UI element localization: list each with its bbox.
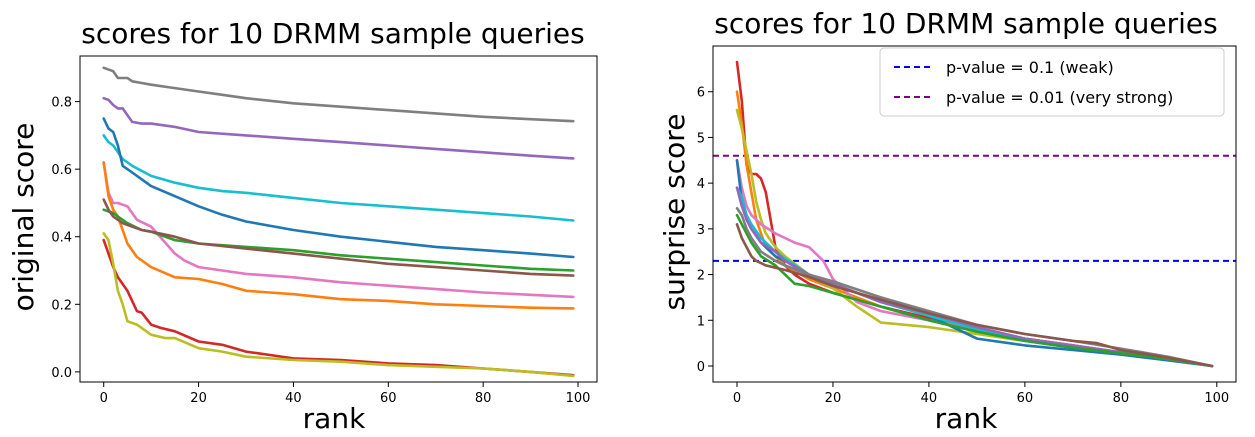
x-axis-label: rank xyxy=(303,402,366,435)
x-ticks: 0 20 40 60 80 100 xyxy=(733,382,1229,406)
x-tick-label: 80 xyxy=(475,391,492,406)
chart-title: scores for 10 DRMM sample queries xyxy=(714,7,1217,40)
series-line-4 xyxy=(735,159,1214,368)
legend-label-weak: p-value = 0.1 (weak) xyxy=(946,58,1114,77)
legend-label-very-strong: p-value = 0.01 (very strong) xyxy=(946,88,1173,107)
y-tick-label: 1 xyxy=(697,314,705,329)
series-line-9 xyxy=(102,208,575,272)
y-tick-label: 2 xyxy=(697,269,705,284)
x-tick-label: 0 xyxy=(733,391,741,406)
plot-frame xyxy=(712,45,1237,383)
series-line-1 xyxy=(102,66,575,123)
series-line-7 xyxy=(102,161,575,299)
x-tick-label: 60 xyxy=(1017,391,1034,406)
y-tick-label: 0.4 xyxy=(51,231,72,246)
series-line-5 xyxy=(735,159,1214,368)
y-tick-label: 0.6 xyxy=(51,163,72,178)
y-tick-label: 4 xyxy=(697,177,705,192)
x-axis-label: rank xyxy=(935,402,998,435)
plot-lines xyxy=(102,66,575,378)
y-tick-label: 0.0 xyxy=(51,366,72,381)
plot-frame xyxy=(79,55,598,383)
series-line-8 xyxy=(735,213,1214,368)
y-tick-label: 0.8 xyxy=(51,96,72,111)
original-score-chart: scores for 10 DRMM sample queries 0 20 40 6… xyxy=(7,17,598,435)
y-tick-label: 5 xyxy=(697,131,705,146)
y-ticks: 0.0 0.2 0.4 0.6 0.8 xyxy=(51,96,80,381)
y-tick-label: 0.2 xyxy=(51,298,72,313)
series-line-3 xyxy=(102,134,575,222)
x-tick-label: 80 xyxy=(1113,391,1130,406)
series-line-10 xyxy=(735,223,1214,368)
x-tick-label: 0 xyxy=(100,391,108,406)
x-tick-label: 40 xyxy=(285,391,302,406)
y-ticks: 0 1 2 3 4 5 6 xyxy=(697,86,713,375)
surprise-score-chart: scores for 10 DRMM sample queries 0 20 40 6… xyxy=(658,7,1237,435)
x-tick-label: 20 xyxy=(190,391,207,406)
y-tick-label: 0 xyxy=(697,360,705,375)
legend: p-value = 0.1 (weak) p-value = 0.01 (ver… xyxy=(879,47,1225,117)
y-axis-label: surprise score xyxy=(658,114,691,311)
threshold-lines xyxy=(713,154,1236,262)
legend-box xyxy=(879,47,1225,117)
x-tick-label: 100 xyxy=(1204,391,1229,406)
y-tick-label: 3 xyxy=(697,223,705,238)
series-line-4 xyxy=(102,117,575,259)
plot-lines xyxy=(735,60,1214,368)
series-line-7 xyxy=(735,186,1214,368)
series-line-5 xyxy=(102,238,575,377)
chart-title: scores for 10 DRMM sample queries xyxy=(81,17,584,50)
x-tick-label: 40 xyxy=(921,391,938,406)
series-line-10 xyxy=(102,198,575,277)
series-line-6 xyxy=(102,232,575,378)
x-tick-label: 60 xyxy=(380,391,397,406)
x-tick-label: 100 xyxy=(566,391,591,406)
y-axis-label: original score xyxy=(7,123,40,312)
y-tick-label: 6 xyxy=(697,86,705,101)
series-line-2 xyxy=(102,96,575,160)
x-ticks: 0 20 40 60 80 100 xyxy=(100,382,591,406)
x-tick-label: 20 xyxy=(825,391,842,406)
